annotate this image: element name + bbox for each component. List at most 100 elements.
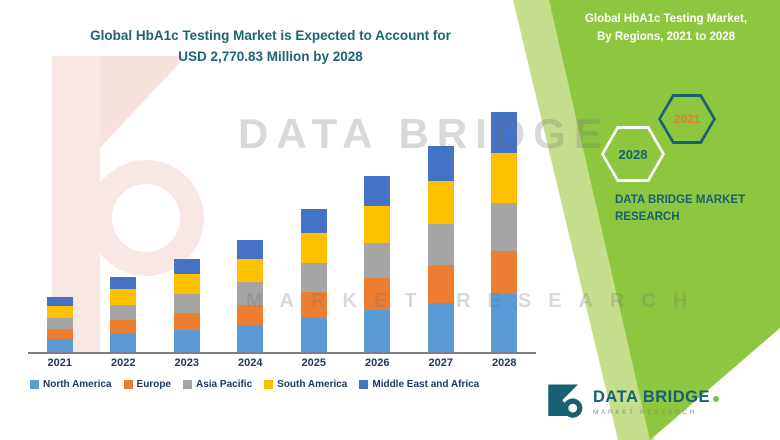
bar-segment — [110, 289, 137, 306]
panel-title-line1: Global HbA1c Testing Market, — [584, 13, 748, 25]
bar-segment — [364, 309, 391, 352]
bar-segment — [46, 296, 73, 307]
legend-swatch-icon — [30, 380, 39, 389]
bar-stack-2024 — [237, 239, 264, 352]
bar-group-2025 — [282, 209, 346, 352]
legend-swatch-icon — [183, 380, 192, 389]
bar-segment — [110, 276, 137, 290]
page-title: Global HbA1c Testing Market is Expected … — [18, 26, 523, 68]
bar-group-2028 — [473, 112, 537, 352]
bar-segment — [110, 305, 137, 321]
x-axis-label-2026: 2026 — [365, 357, 390, 369]
bar-segment — [46, 338, 73, 352]
bar-segment — [364, 206, 391, 244]
bar-segment — [173, 312, 200, 330]
x-axis-label-2027: 2027 — [428, 357, 453, 369]
page-title-line1: Global HbA1c Testing Market is Expected … — [90, 28, 451, 43]
panel-brand-line1: DATA BRIDGE MARKET — [615, 194, 746, 206]
bar-segment — [237, 304, 264, 325]
bar-segment — [300, 263, 327, 293]
page-title-line2: USD 2,770.83 Million by 2028 — [178, 48, 363, 64]
legend-item: Middle East and Africa — [359, 379, 479, 390]
hexagon-badge-2021: 2021 — [658, 94, 716, 144]
bar-segment — [46, 306, 73, 318]
legend-label: Asia Pacific — [196, 379, 253, 390]
bar-segment — [427, 224, 454, 266]
legend-label: Middle East and Africa — [372, 379, 480, 390]
x-axis-label-2021: 2021 — [47, 357, 72, 369]
chart-legend: North America Europe Asia Pacific South Ame… — [30, 379, 542, 390]
bar-segment — [364, 243, 391, 279]
legend-label: South America — [277, 379, 348, 390]
panel-title: Global HbA1c Testing Market, By Regions,… — [563, 11, 769, 47]
legend-swatch-icon — [123, 380, 133, 389]
bar-segment — [173, 258, 200, 275]
bar-stack-2027 — [427, 145, 454, 352]
x-axis-label-2025: 2025 — [301, 357, 326, 369]
bar-stack-2028 — [491, 112, 518, 352]
bar-segment — [427, 265, 454, 303]
bar-segment — [491, 112, 518, 153]
bar-segment — [491, 294, 518, 352]
legend-swatch-icon — [264, 380, 274, 389]
bar-group-2027 — [409, 145, 473, 352]
legend-item: Europe — [123, 379, 171, 390]
panel-brand-line2: RESEARCH — [615, 211, 680, 224]
x-axis-label-2028: 2028 — [492, 357, 517, 369]
bar-segment — [173, 294, 200, 313]
legend-item: Asia Pacific — [183, 379, 252, 390]
bar-segment — [300, 292, 327, 318]
x-axis-labels: 2021 2022 2023 2024 2025 2026 2027 2028 — [28, 357, 536, 369]
bar-segment — [300, 209, 327, 234]
bar-segment — [427, 180, 454, 225]
bar-stack-2025 — [300, 209, 327, 352]
footer-brand: DATA BRIDGE MARKET RESEARCH — [543, 381, 720, 423]
bar-segment — [237, 325, 264, 352]
bar-stack-2022 — [110, 276, 137, 352]
legend-item: South America — [264, 379, 347, 390]
bar-segment — [427, 145, 454, 181]
bar-segment — [237, 282, 264, 305]
bar-segment — [46, 328, 73, 339]
bar-segment — [427, 302, 454, 352]
panel-brand-text: DATA BRIDGE MARKET RESEARCH — [615, 192, 765, 227]
bar-segment — [300, 317, 327, 352]
bar-group-2022 — [92, 276, 156, 352]
bar-segment — [491, 203, 518, 252]
bar-segment — [110, 333, 137, 352]
hexagon-year-2028: 2028 — [618, 146, 648, 162]
bar-group-2023 — [155, 258, 219, 352]
hexagon-badge-2028: 2028 — [601, 126, 665, 182]
legend-swatch-icon — [359, 380, 369, 389]
bar-segment — [364, 278, 391, 310]
x-axis-label-2023: 2023 — [174, 357, 199, 369]
stacked-bar-chart — [28, 98, 536, 354]
footer-brand-subtitle: MARKET RESEARCH — [593, 409, 697, 416]
bar-segment — [173, 274, 200, 295]
bar-segment — [491, 152, 518, 204]
bar-segment — [110, 320, 137, 334]
x-axis-label-2022: 2022 — [111, 357, 136, 369]
brand-green-dot-icon — [713, 396, 720, 402]
bar-segment — [46, 317, 73, 329]
bar-group-2024 — [219, 239, 283, 352]
bar-segment — [300, 233, 327, 264]
bar-segment — [237, 239, 264, 259]
bar-stack-2026 — [364, 176, 391, 352]
dbmr-logo-icon — [548, 384, 583, 418]
bar-stack-2023 — [173, 258, 200, 352]
panel-title-line2: By Regions, 2021 to 2028 — [596, 30, 736, 43]
legend-label: Europe — [136, 379, 171, 390]
bar-segment — [237, 258, 264, 283]
bar-group-2021 — [28, 296, 92, 352]
x-axis-label-2024: 2024 — [238, 357, 263, 369]
bar-segment — [173, 329, 200, 352]
hexagon-year-2021: 2021 — [673, 112, 701, 126]
footer-brand-name: DATA BRIDGE — [593, 388, 711, 406]
bar-stack-2021 — [46, 296, 73, 352]
legend-label: North America — [43, 379, 112, 390]
bar-segment — [364, 176, 391, 207]
bar-segment — [491, 251, 518, 295]
bar-group-2026 — [346, 176, 410, 352]
